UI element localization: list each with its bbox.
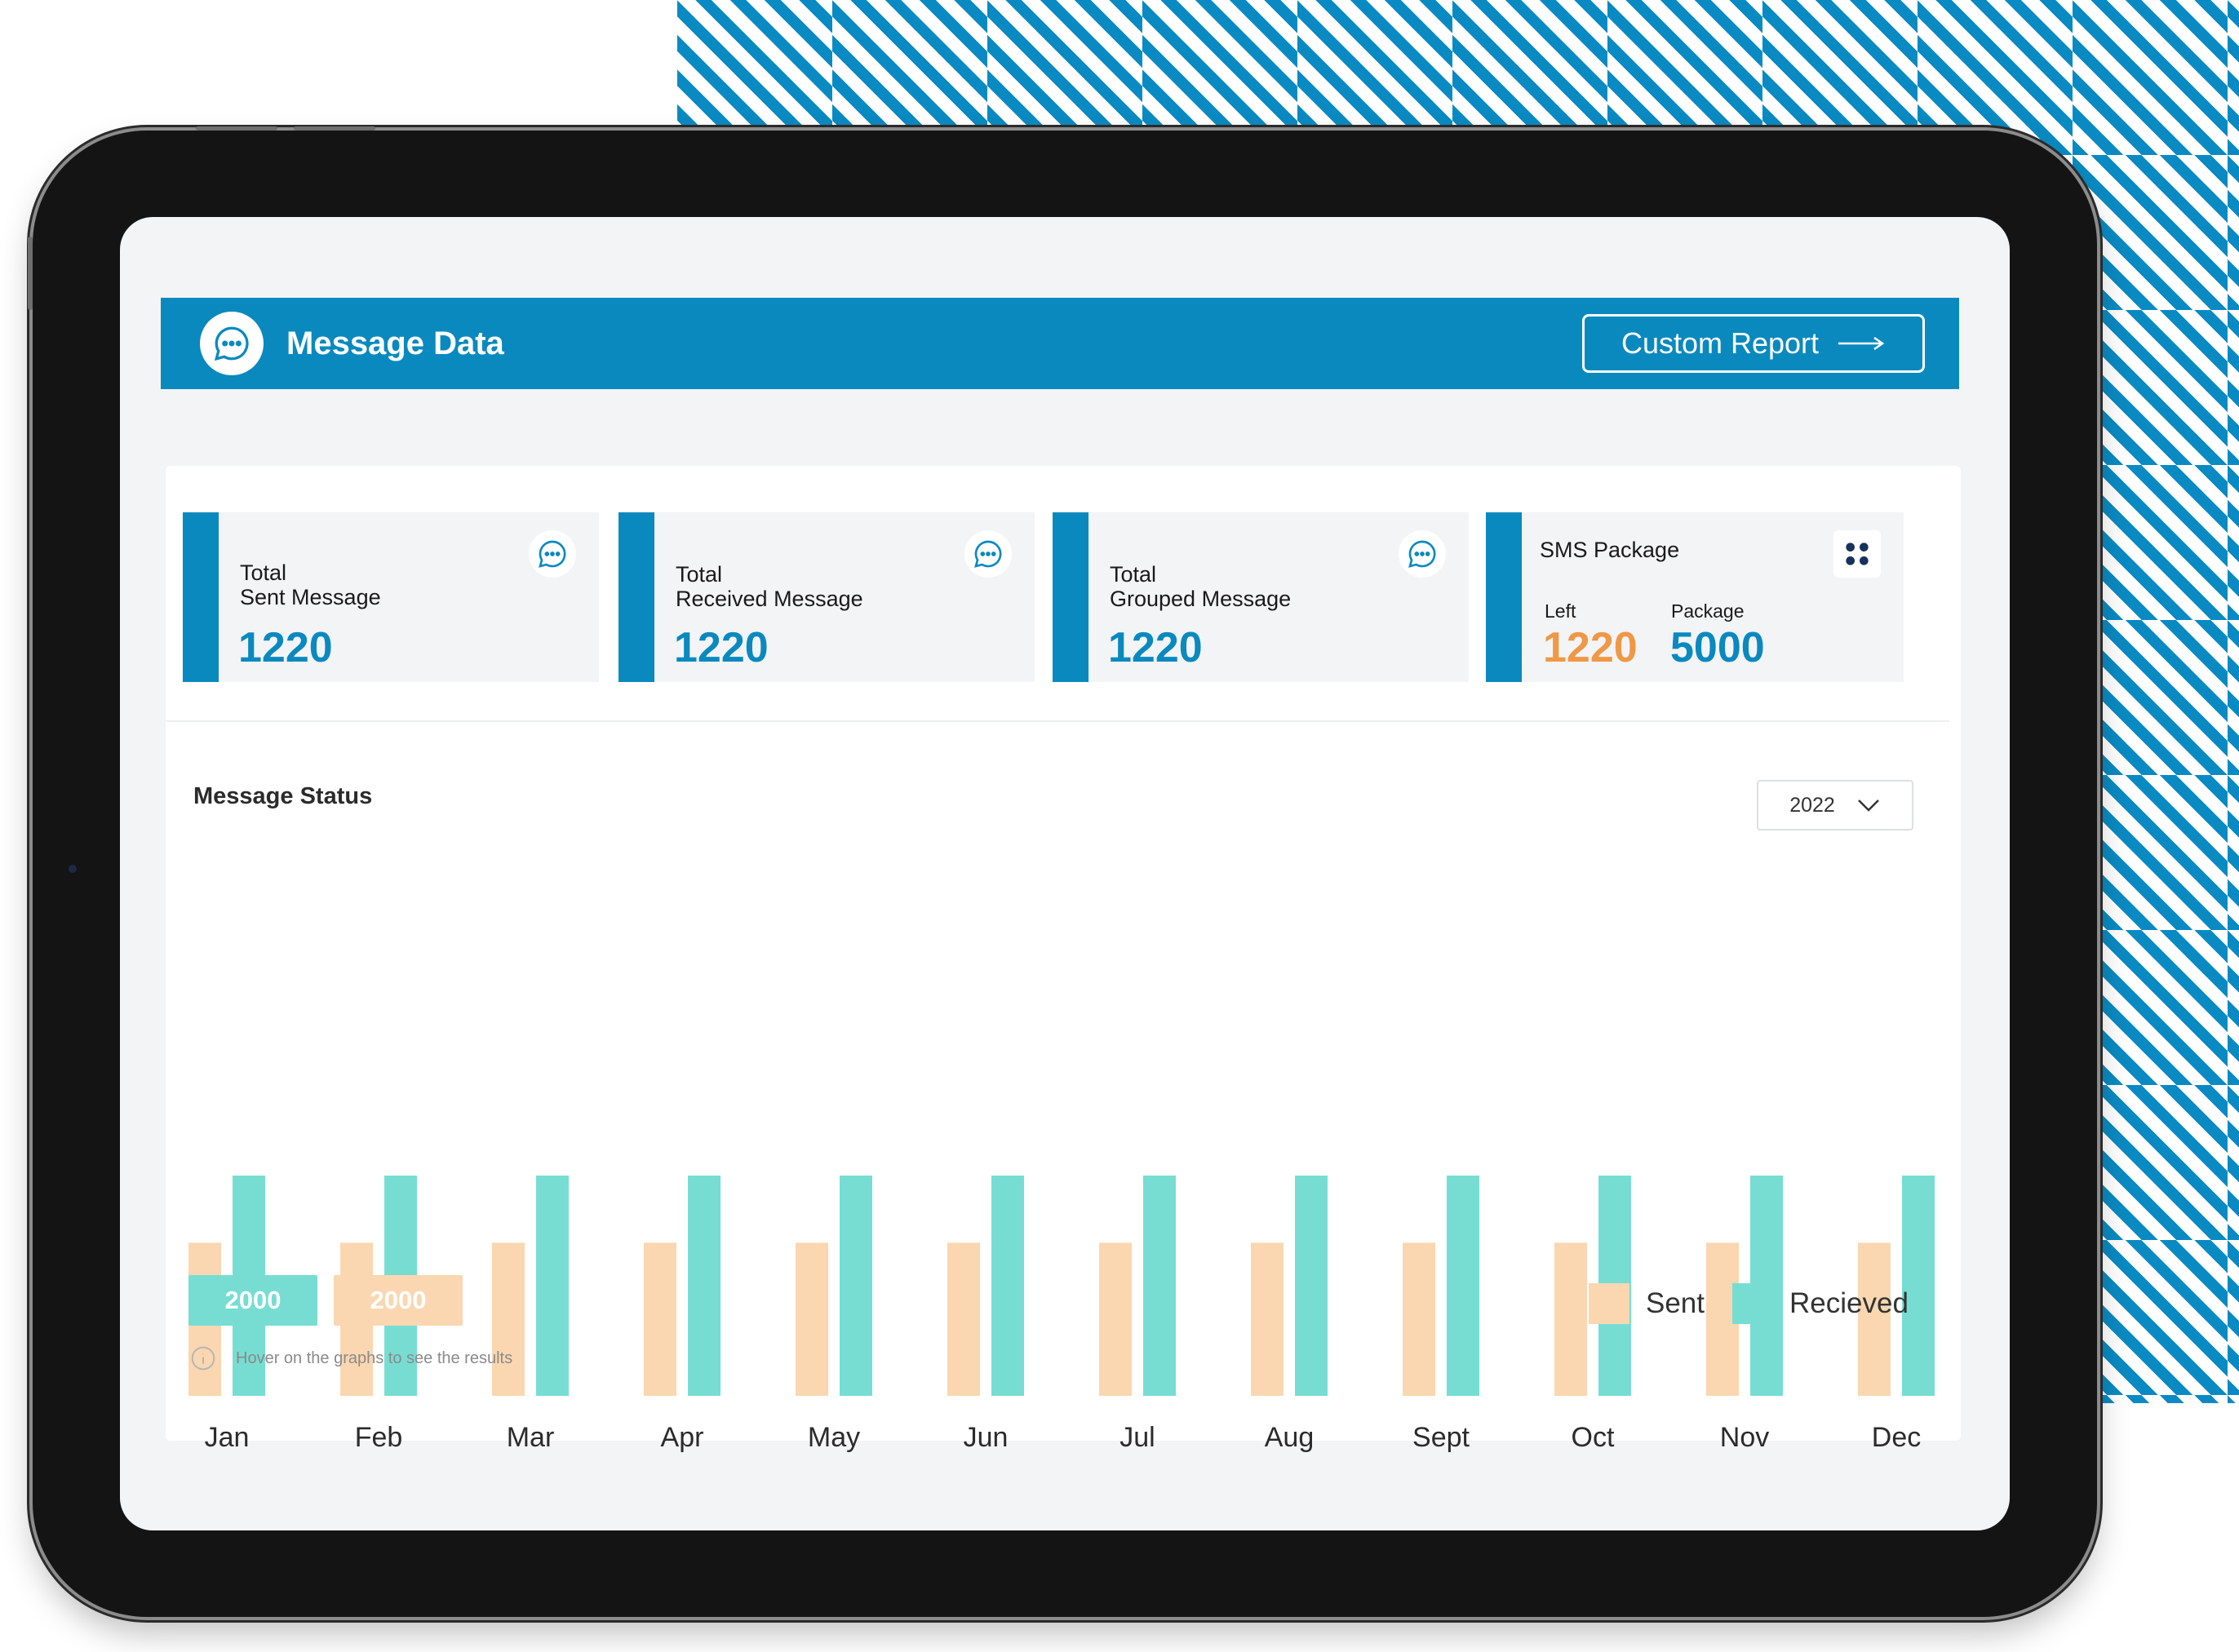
arrow-right-icon bbox=[1838, 336, 1885, 351]
x-tick-label: May bbox=[808, 1422, 860, 1453]
sms-package-card: SMS Package Left Package 1220 5000 bbox=[1486, 512, 1904, 682]
x-tick-label: Aug bbox=[1265, 1422, 1315, 1453]
tablet-frame: Message Data Custom Report Total Sent Me… bbox=[28, 126, 2097, 1617]
received-total-pill: 2000 bbox=[188, 1275, 317, 1326]
bar-sent-may[interactable] bbox=[796, 1242, 828, 1396]
sms-package-value: 5000 bbox=[1670, 624, 1765, 671]
stat-value: 1220 bbox=[1108, 624, 1203, 671]
bar-sent-dec[interactable] bbox=[1858, 1242, 1891, 1396]
stat-label-line1: Total bbox=[240, 560, 287, 585]
grid-dots-icon[interactable] bbox=[1833, 530, 1881, 578]
bar-received-jul[interactable] bbox=[1143, 1176, 1176, 1396]
chat-bubble-icon[interactable] bbox=[964, 530, 1012, 578]
bar-sent-jul[interactable] bbox=[1099, 1242, 1132, 1396]
legend-swatch-received bbox=[1732, 1283, 1773, 1324]
x-tick-label: Jan bbox=[205, 1422, 250, 1453]
legend-swatch-sent bbox=[1589, 1283, 1629, 1324]
bar-sent-apr[interactable] bbox=[644, 1242, 676, 1396]
chart-legend: Sent Recieved bbox=[1589, 1283, 1909, 1324]
sms-left-label: Left bbox=[1545, 600, 1576, 622]
sms-package-label: Package bbox=[1671, 600, 1745, 622]
chat-bubble-icon[interactable] bbox=[529, 530, 576, 578]
legend-label-sent: Sent bbox=[1646, 1287, 1705, 1319]
chat-bubble-icon bbox=[200, 312, 264, 375]
stat-label-line1: Total bbox=[1110, 562, 1157, 587]
sms-package-title: SMS Package bbox=[1540, 538, 1680, 562]
year-select[interactable]: 2022 bbox=[1757, 780, 1913, 830]
header-bar: Message Data Custom Report bbox=[161, 298, 1959, 389]
screen: Message Data Custom Report Total Sent Me… bbox=[120, 217, 2010, 1530]
stat-label-line2: Received Message bbox=[676, 587, 863, 611]
legend-label-received: Recieved bbox=[1789, 1287, 1909, 1319]
hover-hint-text: Hover on the graphs to see the results bbox=[236, 1349, 513, 1367]
x-tick-label: Nov bbox=[1720, 1422, 1769, 1453]
bar-received-mar[interactable] bbox=[536, 1176, 569, 1396]
stat-label-line2: Grouped Message bbox=[1110, 587, 1292, 611]
stat-card-sent: Total Sent Message 1220 bbox=[183, 512, 599, 682]
year-select-value: 2022 bbox=[1789, 793, 1835, 817]
stat-value: 1220 bbox=[674, 624, 769, 671]
bar-sent-jun[interactable] bbox=[947, 1242, 980, 1396]
x-tick-label: Oct bbox=[1572, 1422, 1615, 1453]
message-status-chart[interactable]: Jan Feb Mar Apr May Jun Jul Aug Sept Oct Nov Dec bbox=[120, 870, 2010, 1530]
bar-sent-aug[interactable] bbox=[1251, 1242, 1284, 1396]
custom-report-button[interactable]: Custom Report bbox=[1582, 314, 1925, 373]
x-tick-label: Mar bbox=[507, 1422, 555, 1453]
stat-card-received: Total Received Message 1220 bbox=[618, 512, 1035, 682]
message-status-title: Message Status bbox=[193, 783, 373, 809]
divider bbox=[166, 720, 1949, 722]
bar-received-sept[interactable] bbox=[1447, 1176, 1479, 1396]
custom-report-label: Custom Report bbox=[1621, 326, 1820, 360]
side-button bbox=[28, 237, 33, 310]
message-data-panel: Total Sent Message 1220 Total Received M… bbox=[166, 466, 1961, 1441]
chevron-down-icon bbox=[1857, 799, 1879, 812]
info-icon bbox=[191, 1346, 215, 1371]
stat-value: 1220 bbox=[238, 624, 333, 671]
sms-left-value: 1220 bbox=[1543, 624, 1638, 671]
hover-hint: Hover on the graphs to see the results bbox=[190, 1345, 512, 1371]
camera bbox=[69, 865, 77, 873]
x-tick-label: Feb bbox=[355, 1422, 403, 1453]
bar-received-aug[interactable] bbox=[1295, 1176, 1328, 1396]
x-tick-label: Jun bbox=[964, 1422, 1009, 1453]
bar-sent-oct[interactable] bbox=[1554, 1242, 1587, 1396]
x-tick-label: Jul bbox=[1120, 1422, 1155, 1453]
bar-received-may[interactable] bbox=[840, 1176, 872, 1396]
bar-received-dec[interactable] bbox=[1902, 1176, 1935, 1396]
x-tick-label: Dec bbox=[1872, 1422, 1921, 1453]
stat-label-line1: Total bbox=[676, 562, 723, 587]
x-tick-label: Sept bbox=[1412, 1422, 1470, 1453]
sent-total-pill: 2000 bbox=[334, 1275, 463, 1326]
stat-label-line2: Sent Message bbox=[240, 585, 381, 609]
top-button bbox=[294, 126, 375, 131]
bar-sent-sept[interactable] bbox=[1403, 1242, 1435, 1396]
top-button bbox=[196, 126, 277, 131]
bar-received-jun[interactable] bbox=[991, 1176, 1024, 1396]
stat-card-grouped: Total Grouped Message 1220 bbox=[1053, 512, 1469, 682]
bar-sent-mar[interactable] bbox=[492, 1242, 525, 1396]
page-title: Message Data bbox=[286, 325, 504, 361]
chat-bubble-icon[interactable] bbox=[1399, 530, 1446, 578]
x-tick-label: Apr bbox=[661, 1422, 704, 1453]
bar-received-apr[interactable] bbox=[688, 1176, 720, 1396]
